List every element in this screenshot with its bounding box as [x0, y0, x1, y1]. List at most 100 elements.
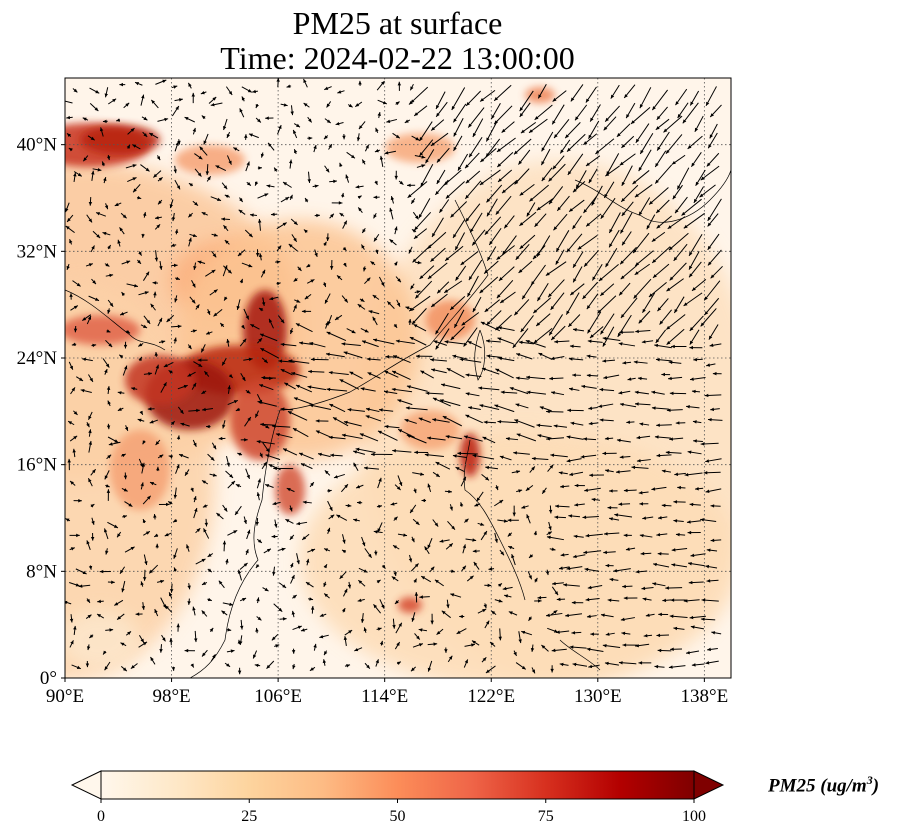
wind-arrow-head: [479, 404, 484, 408]
wind-arrow-head: [435, 462, 440, 466]
wind-arrow-head: [550, 668, 554, 673]
wind-arrow-head: [176, 623, 180, 628]
wind-arrow-head: [97, 168, 102, 172]
wind-arrow: [591, 185, 603, 206]
wind-arrow: [408, 295, 431, 312]
wind-arrow-head: [246, 474, 250, 479]
wind-arrow-head: [325, 321, 329, 326]
wind-arrow-head: [269, 318, 273, 323]
wind-arrow-head: [538, 94, 542, 99]
wind-arrow-head: [518, 489, 523, 493]
wind-arrow: [465, 203, 481, 223]
wind-arrow: [496, 245, 515, 261]
wind-arrow-head: [226, 338, 230, 343]
wind-arrow-head: [276, 78, 280, 82]
wind-arrow-head: [639, 422, 644, 426]
wind-arrow-head: [661, 503, 666, 508]
wind-arrow-head: [289, 507, 293, 512]
wind-arrow-head: [515, 376, 520, 380]
wind-arrow-head: [361, 244, 365, 249]
wind-arrow-head: [419, 152, 424, 156]
wind-arrow-head: [687, 450, 692, 454]
wind-arrow-head: [620, 617, 625, 622]
wind-arrow-head: [173, 337, 177, 342]
gridlines: [65, 78, 731, 678]
wind-arrow-head: [179, 454, 184, 458]
wind-arrow-head: [341, 608, 346, 613]
wind-arrow-head: [609, 229, 613, 234]
wind-arrow-head: [486, 198, 491, 203]
wind-arrow-head: [585, 533, 590, 538]
wind-arrow-head: [693, 439, 697, 443]
wind-arrow-head: [294, 149, 298, 154]
wind-arrow-head: [584, 567, 589, 572]
wind-arrow-head: [384, 424, 389, 429]
wind-arrow-head: [158, 200, 162, 205]
wind-arrow-head: [498, 178, 502, 182]
wind-arrow-head: [393, 261, 398, 266]
wind-arrow-head: [337, 90, 342, 94]
wind-arrow-head: [623, 596, 628, 600]
wind-arrow-head: [365, 415, 370, 419]
wind-arrow-head: [486, 212, 491, 217]
wind-arrow-head: [212, 473, 217, 477]
wind-arrow-head: [519, 191, 524, 196]
wind-arrow-head: [699, 193, 704, 198]
wind-arrow-head: [79, 377, 84, 381]
wind-arrow-head: [569, 387, 573, 391]
wind-arrow-head: [104, 475, 108, 480]
colorbar-tick-label: 75: [538, 808, 554, 825]
wind-arrow-head: [587, 339, 592, 343]
wind-arrow-head: [242, 598, 247, 602]
wind-arrow-head: [309, 667, 314, 671]
wind-arrow-head: [498, 599, 503, 603]
wind-arrow-head: [512, 344, 517, 348]
wind-arrow-head: [330, 213, 334, 218]
wind-arrow: [665, 314, 686, 330]
wind-arrow-head: [257, 118, 261, 123]
wind-arrow: [445, 181, 465, 199]
wind-arrow-head: [528, 616, 533, 621]
wind-arrow-head: [689, 273, 693, 278]
wind-arrow-head: [455, 276, 459, 281]
wind-arrow-head: [202, 407, 206, 412]
wind-arrow-head: [221, 217, 225, 221]
wind-arrow-head: [675, 209, 679, 214]
wind-arrow-head: [485, 339, 490, 343]
wind-arrow-head: [471, 643, 475, 647]
wind-arrow-head: [707, 647, 711, 652]
wind-arrow-head: [566, 435, 571, 439]
wind-arrow: [608, 212, 621, 234]
wind-arrow-head: [683, 302, 688, 306]
wind-arrow: [602, 326, 615, 347]
colorbar-gradient: [101, 771, 694, 799]
wind-arrow-head: [327, 489, 332, 493]
wind-arrow: [654, 164, 673, 184]
wind-arrow-head: [622, 241, 626, 246]
wind-arrow-head: [395, 339, 400, 343]
wind-arrow: [427, 262, 448, 280]
wind-arrow: [555, 230, 570, 252]
wind-arrow-head: [274, 167, 278, 172]
wind-arrow-head: [280, 407, 285, 411]
wind-arrow-head: [342, 246, 347, 251]
wind-arrow-head: [704, 296, 708, 301]
wind-arrow-head: [120, 312, 125, 316]
wind-arrow: [528, 118, 548, 134]
wind-arrow-head: [162, 604, 167, 609]
wind-arrow-head: [392, 370, 397, 375]
wind-arrow-head: [479, 289, 484, 294]
wind-arrow: [414, 211, 432, 231]
wind-arrow-head: [263, 359, 268, 363]
wind-arrow-head: [640, 551, 645, 556]
wind-arrow-head: [482, 436, 487, 441]
wind-arrow: [648, 281, 667, 298]
wind-arrow-head: [373, 530, 378, 534]
wind-arrow-head: [587, 329, 591, 334]
wind-arrow-head: [375, 127, 379, 132]
wind-arrow-head: [620, 314, 625, 318]
wind-arrow-head: [247, 417, 251, 421]
wind-arrow-head: [480, 158, 485, 162]
wind-arrow-head: [105, 550, 109, 555]
wind-arrow: [502, 235, 517, 255]
